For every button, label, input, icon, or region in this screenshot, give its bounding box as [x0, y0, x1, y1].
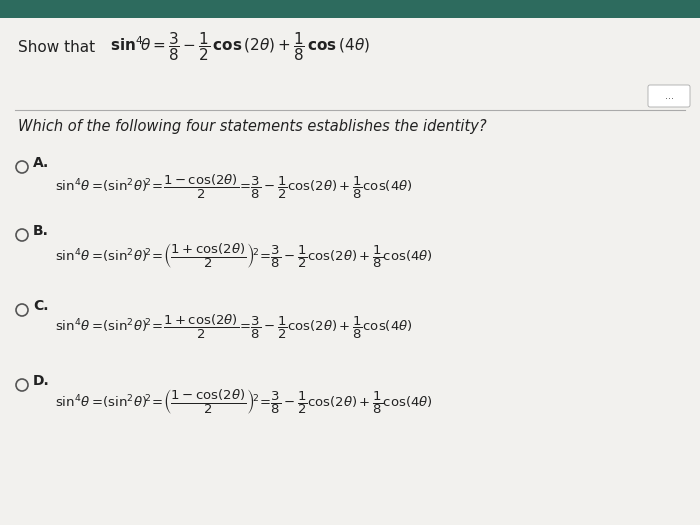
Bar	[0, 0, 700, 18]
Text: $\mathbf{sin}^4\!\theta = \dfrac{3}{8} - \dfrac{1}{2}\,\mathbf{cos}\,(2\theta) +: $\mathbf{sin}^4\!\theta = \dfrac{3}{8} -…	[110, 30, 370, 64]
Text: C.: C.	[33, 299, 48, 313]
Text: ...: ...	[664, 91, 673, 101]
Text: D.: D.	[33, 374, 50, 388]
Text: Show that: Show that	[18, 39, 100, 55]
Text: $\sin^4\!\theta = \!\left(\sin^2\!\theta\right)^{\!2}\! =\! \left(\dfrac{1-\cos(: $\sin^4\!\theta = \!\left(\sin^2\!\theta…	[55, 387, 433, 416]
Text: $\sin^4\!\theta = \!\left(\sin^2\!\theta\right)^{\!2}\! =\! \dfrac{1-\cos(2\thet: $\sin^4\!\theta = \!\left(\sin^2\!\theta…	[55, 173, 412, 201]
Text: $\sin^4\!\theta = \!\left(\sin^2\!\theta\right)^{\!2}\! =\! \dfrac{1+\cos(2\thet: $\sin^4\!\theta = \!\left(\sin^2\!\theta…	[55, 313, 412, 341]
Text: Which of the following four statements establishes the identity?: Which of the following four statements e…	[18, 120, 486, 134]
FancyBboxPatch shape	[648, 85, 690, 107]
Text: B.: B.	[33, 224, 49, 238]
Text: A.: A.	[33, 156, 49, 170]
Text: $\sin^4\!\theta = \!\left(\sin^2\!\theta\right)^{\!2}\! =\! \left(\dfrac{1+\cos(: $\sin^4\!\theta = \!\left(\sin^2\!\theta…	[55, 240, 433, 269]
